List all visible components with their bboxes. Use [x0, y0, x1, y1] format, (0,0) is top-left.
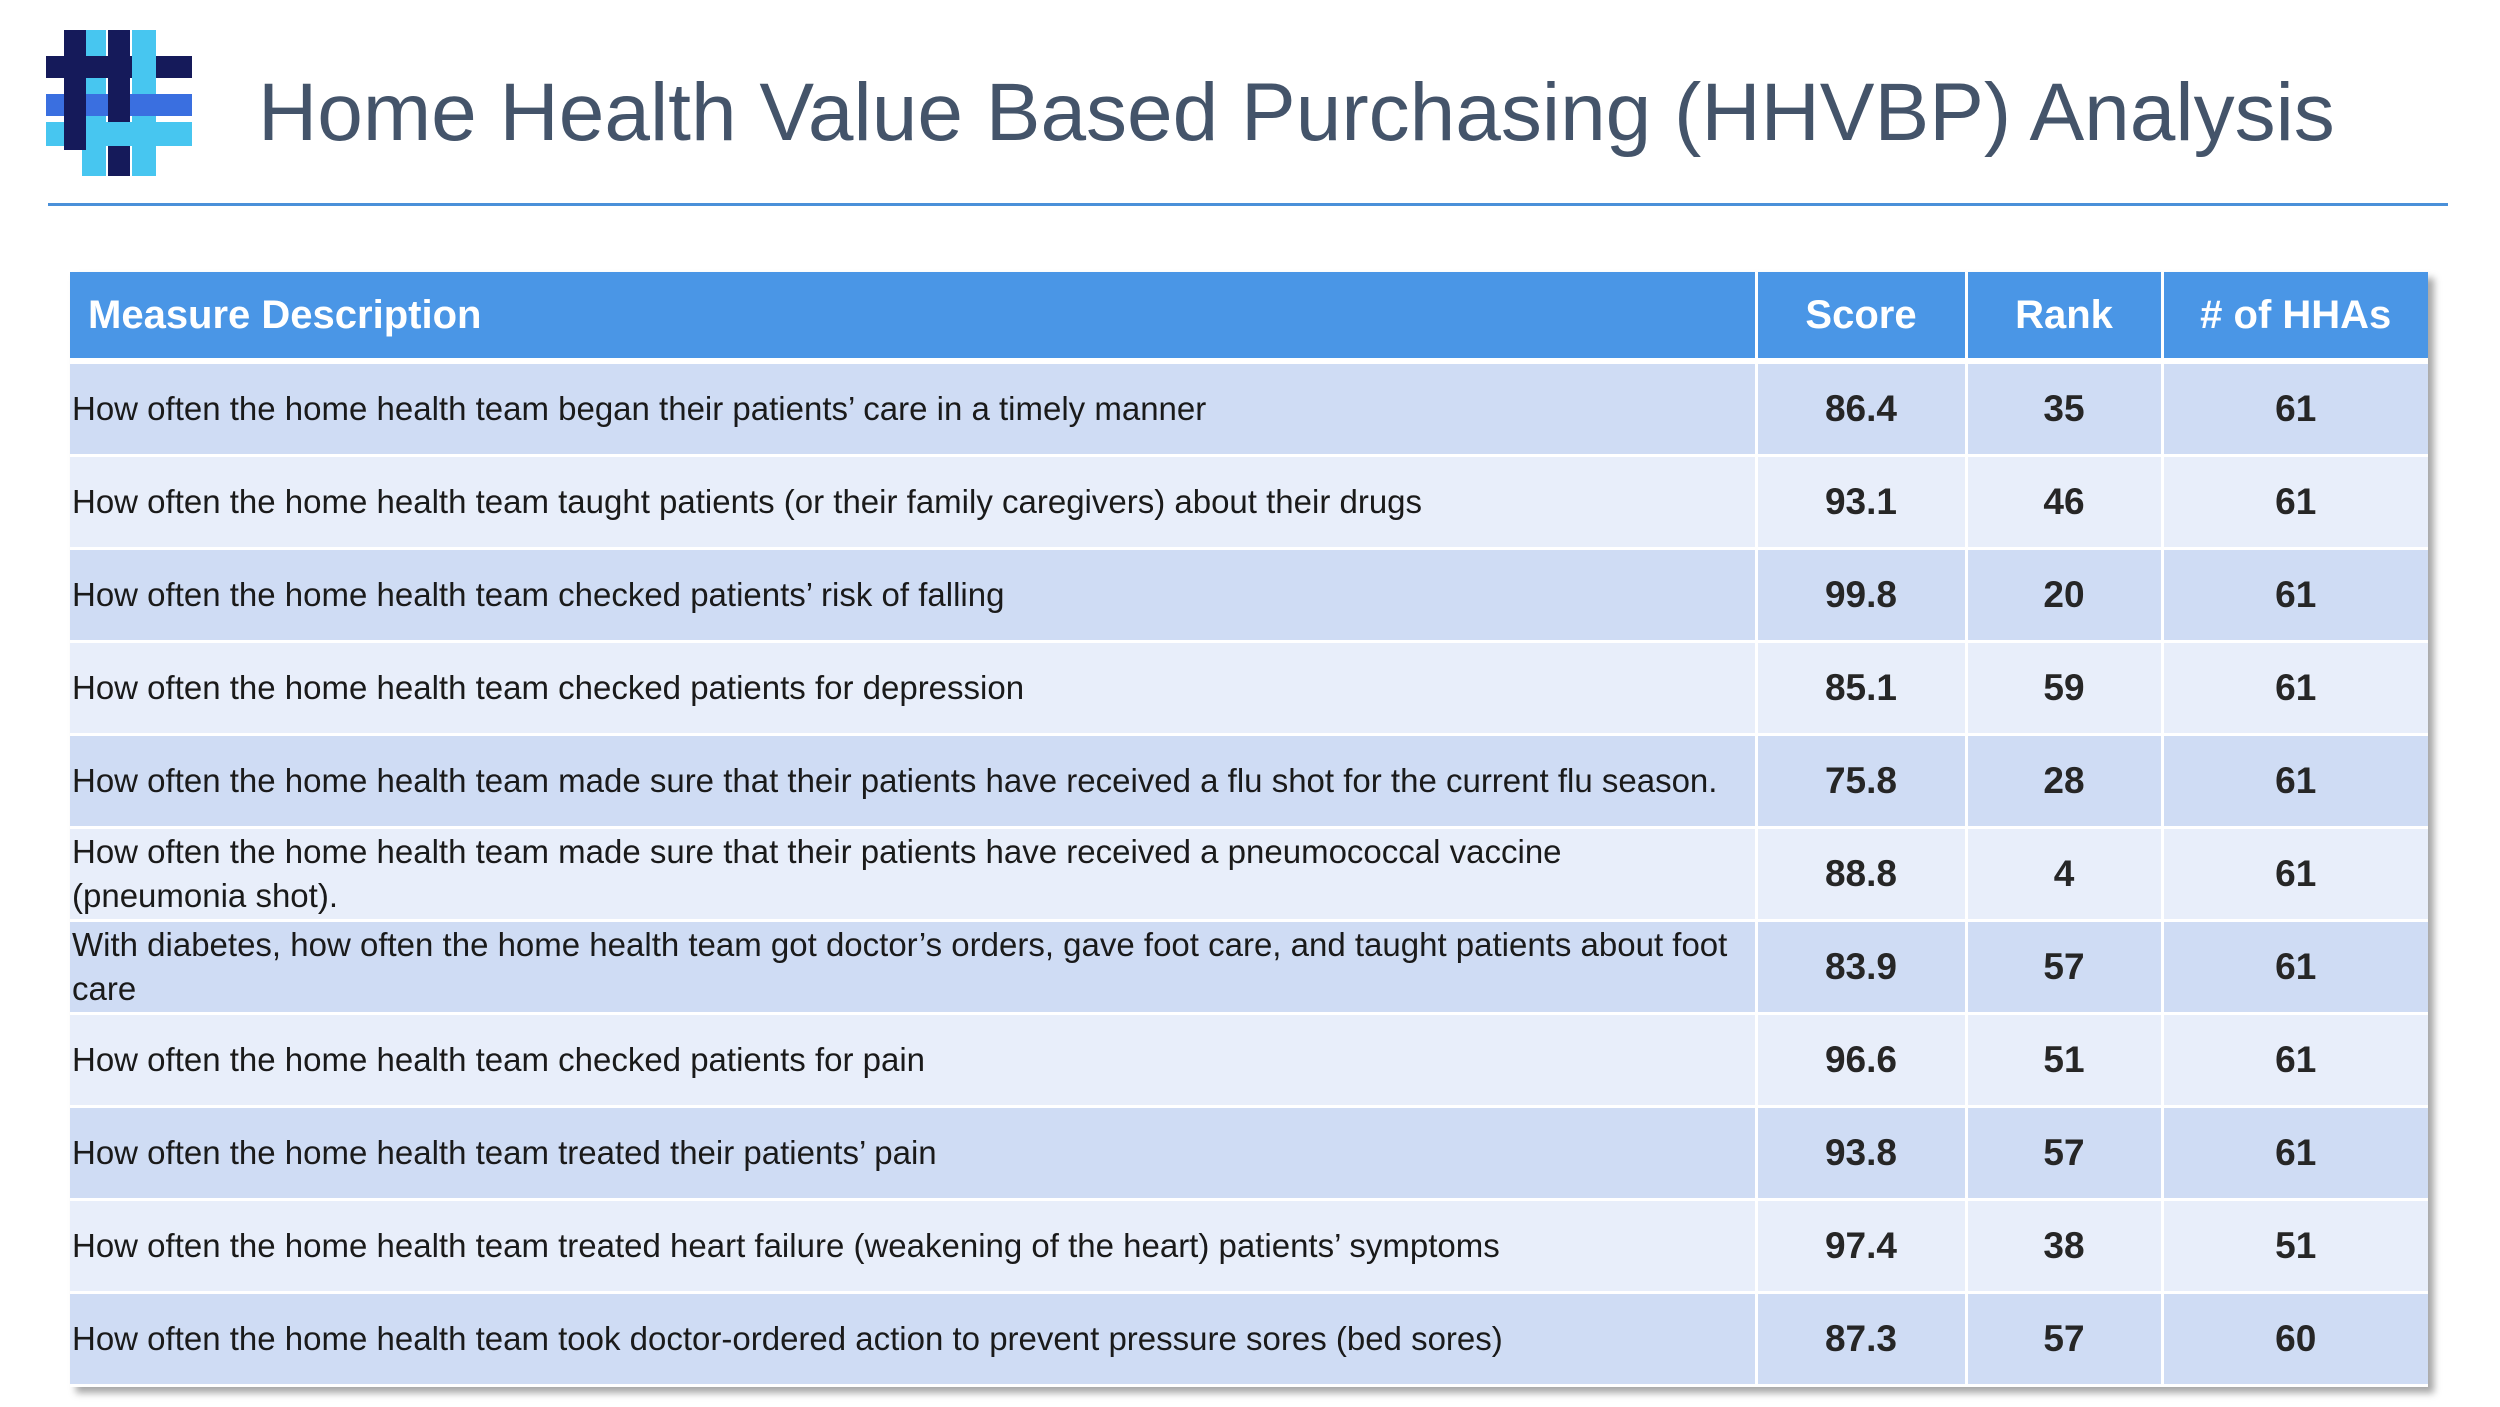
- measure-description: With diabetes, how often the home health…: [70, 920, 1758, 1015]
- measure-description: How often the home health team made sure…: [70, 734, 1758, 829]
- table-row: How often the home health team treated h…: [70, 1199, 2428, 1294]
- rank-cell: 20: [1966, 548, 2164, 643]
- measure-description: How often the home health team began the…: [70, 361, 1758, 457]
- table-row: How often the home health team began the…: [70, 361, 2428, 457]
- rank-cell: 57: [1966, 920, 2164, 1015]
- score-cell: 93.8: [1756, 1106, 1968, 1201]
- measures-table-container: Measure Description Score Rank # of HHAs…: [70, 272, 2428, 1387]
- table-row: How often the home health team made sure…: [70, 827, 2428, 922]
- rank-cell: 59: [1966, 641, 2164, 736]
- hhas-cell: 61: [2162, 548, 2428, 643]
- hhas-cell: 51: [2162, 1199, 2428, 1294]
- column-header-score: Score: [1756, 272, 1968, 364]
- measure-description: How often the home health team treated h…: [70, 1199, 1758, 1294]
- hhas-cell: 61: [2162, 641, 2428, 736]
- measure-description: How often the home health team treated t…: [70, 1106, 1758, 1201]
- score-cell: 83.9: [1756, 920, 1968, 1015]
- table-row: How often the home health team checked p…: [70, 548, 2428, 643]
- measure-description: How often the home health team checked p…: [70, 641, 1758, 736]
- hhas-cell: 61: [2162, 920, 2428, 1015]
- score-cell: 93.1: [1756, 455, 1968, 550]
- table-row: How often the home health team took doct…: [70, 1292, 2428, 1387]
- rank-cell: 46: [1966, 455, 2164, 550]
- rank-cell: 4: [1966, 827, 2164, 922]
- rank-cell: 57: [1966, 1106, 2164, 1201]
- hhas-cell: 60: [2162, 1292, 2428, 1387]
- hhas-cell: 61: [2162, 361, 2428, 457]
- table-row: How often the home health team made sure…: [70, 734, 2428, 829]
- table-row: How often the home health team treated t…: [70, 1106, 2428, 1201]
- measure-description: How often the home health team checked p…: [70, 1013, 1758, 1108]
- table-row: How often the home health team checked p…: [70, 641, 2428, 736]
- score-cell: 75.8: [1756, 734, 1968, 829]
- hashtag-grid-logo-icon: [46, 30, 192, 176]
- measure-description: How often the home health team took doct…: [70, 1292, 1758, 1387]
- measure-description: How often the home health team taught pa…: [70, 455, 1758, 550]
- column-header-hhas: # of HHAs: [2162, 272, 2428, 364]
- hhas-cell: 61: [2162, 734, 2428, 829]
- measure-description: How often the home health team made sure…: [70, 827, 1758, 922]
- measure-description: How often the home health team checked p…: [70, 548, 1758, 643]
- table-row: How often the home health team taught pa…: [70, 455, 2428, 550]
- rank-cell: 51: [1966, 1013, 2164, 1108]
- hhas-cell: 61: [2162, 1013, 2428, 1108]
- title-divider: [48, 203, 2448, 206]
- rank-cell: 28: [1966, 734, 2164, 829]
- hhas-cell: 61: [2162, 455, 2428, 550]
- column-header-description: Measure Description: [70, 272, 1758, 364]
- score-cell: 87.3: [1756, 1292, 1968, 1387]
- score-cell: 96.6: [1756, 1013, 1968, 1108]
- column-header-rank: Rank: [1966, 272, 2164, 364]
- score-cell: 99.8: [1756, 548, 1968, 643]
- table-row: With diabetes, how often the home health…: [70, 920, 2428, 1015]
- table-row: How often the home health team checked p…: [70, 1013, 2428, 1108]
- table-header-row: Measure Description Score Rank # of HHAs: [70, 272, 2428, 364]
- page-title: Home Health Value Based Purchasing (HHVB…: [258, 67, 2335, 158]
- rank-cell: 35: [1966, 361, 2164, 457]
- hhas-cell: 61: [2162, 827, 2428, 922]
- score-cell: 85.1: [1756, 641, 1968, 736]
- hhas-cell: 61: [2162, 1106, 2428, 1201]
- measures-table: Measure Description Score Rank # of HHAs…: [70, 272, 2428, 1387]
- rank-cell: 57: [1966, 1292, 2164, 1387]
- rank-cell: 38: [1966, 1199, 2164, 1294]
- score-cell: 88.8: [1756, 827, 1968, 922]
- score-cell: 86.4: [1756, 361, 1968, 457]
- score-cell: 97.4: [1756, 1199, 1968, 1294]
